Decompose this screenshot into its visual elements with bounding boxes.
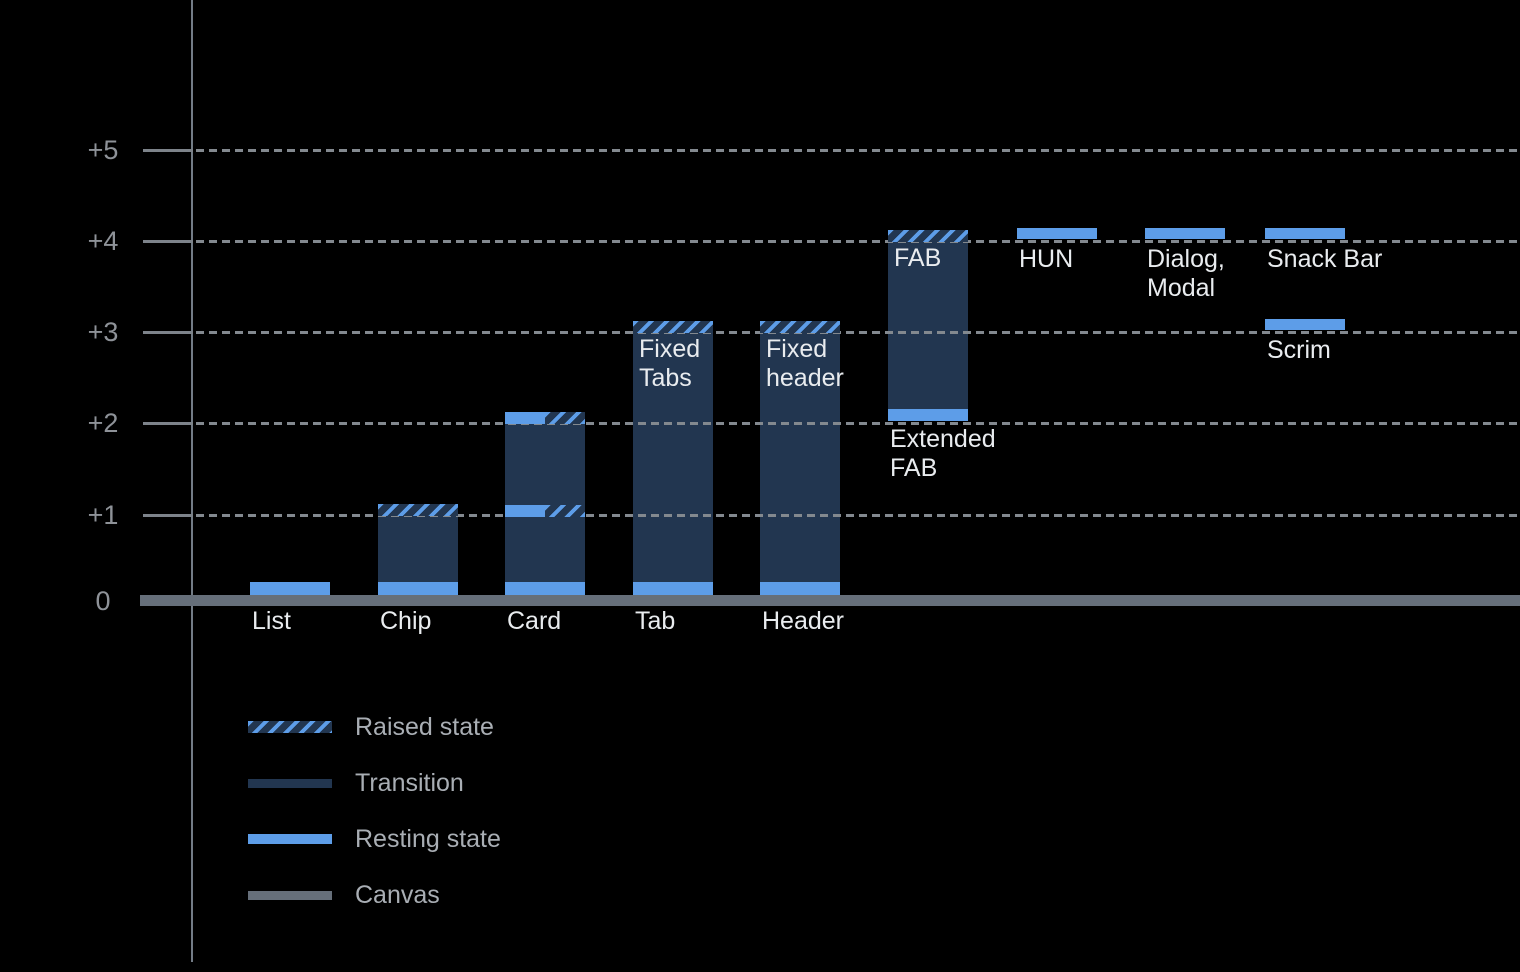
bar-below-label: Dialog, Modal xyxy=(1147,245,1225,302)
y-tick xyxy=(143,514,193,517)
y-axis-label: +2 xyxy=(87,408,119,438)
canvas-baseline xyxy=(140,595,1520,606)
y-axis-label: +1 xyxy=(87,500,119,530)
resting-strip xyxy=(1145,228,1225,239)
bar-chip xyxy=(378,504,458,595)
legend-item: Resting state xyxy=(248,811,501,867)
resting-strip xyxy=(505,505,545,517)
transition-state-swatch xyxy=(248,778,332,788)
legend-item: Canvas xyxy=(248,867,501,923)
raised-strip xyxy=(633,321,713,333)
bar-inner-label: Fixed Tabs xyxy=(639,335,701,392)
bar-fab xyxy=(888,230,968,421)
y-axis-label: 0 xyxy=(95,586,111,616)
category-label: Header xyxy=(762,607,844,635)
resting-strip xyxy=(250,582,330,595)
gridline xyxy=(196,331,1520,334)
legend-label: Raised state xyxy=(355,713,494,741)
gridline xyxy=(196,422,1520,425)
resting-strip xyxy=(1017,228,1097,239)
raised-strip xyxy=(545,412,585,424)
legend-item: Transition xyxy=(248,755,501,811)
legend-label: Canvas xyxy=(355,881,440,909)
resting-strip xyxy=(1265,319,1345,330)
y-tick xyxy=(143,331,193,334)
y-tick xyxy=(143,149,193,152)
canvas-state-swatch xyxy=(248,890,332,900)
bar-inner-label: FAB xyxy=(894,244,942,272)
legend-item: Raised state xyxy=(248,699,501,755)
y-axis-label: +5 xyxy=(87,135,119,165)
bar-below-label: Snack Bar xyxy=(1267,245,1383,273)
legend-label: Resting state xyxy=(355,825,501,853)
resting-strip xyxy=(378,582,458,595)
raised-strip xyxy=(545,505,585,517)
y-axis-label: +3 xyxy=(87,317,119,347)
resting-strip xyxy=(1265,228,1345,239)
resting-strip xyxy=(505,412,545,424)
y-tick xyxy=(143,422,193,425)
resting-strip xyxy=(888,409,968,421)
resting-strip xyxy=(760,582,840,595)
bar-below-label: Scrim xyxy=(1267,336,1331,364)
gridline xyxy=(196,149,1520,152)
resting-strip xyxy=(505,582,585,595)
resting-state-swatch xyxy=(248,834,332,844)
y-tick xyxy=(143,240,193,243)
y-axis-line xyxy=(191,0,193,962)
bar-header xyxy=(760,321,840,595)
raised-strip xyxy=(378,504,458,516)
category-label: Chip xyxy=(380,607,432,635)
legend: Raised state Transition Resting state Canva… xyxy=(248,699,501,923)
gridline xyxy=(196,240,1520,243)
bar-inner-label: Fixed header xyxy=(766,335,844,392)
bar-below-label: HUN xyxy=(1019,245,1074,273)
raised-strip xyxy=(760,321,840,333)
raised-state-swatch xyxy=(248,721,332,733)
legend-label: Transition xyxy=(355,769,464,797)
category-label: List xyxy=(252,607,291,635)
category-label: Tab xyxy=(635,607,676,635)
bar-tab xyxy=(633,321,713,595)
y-axis-label: +4 xyxy=(87,226,119,256)
bar-card xyxy=(505,412,585,595)
raised-strip xyxy=(888,230,968,242)
resting-strip xyxy=(633,582,713,595)
bar-below-label: Extended FAB xyxy=(890,425,996,482)
category-label: Card xyxy=(507,607,562,635)
gridline xyxy=(196,514,1520,517)
